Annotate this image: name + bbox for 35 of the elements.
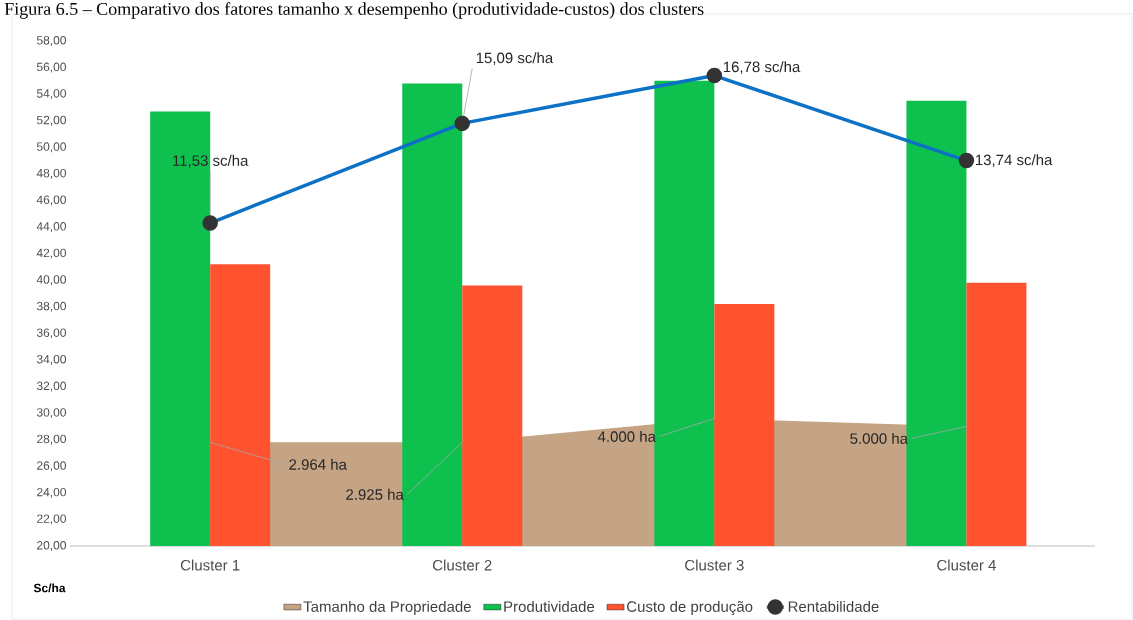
y-tick-label: 38,00 — [36, 301, 67, 312]
y-tick-label: 22,00 — [37, 514, 67, 525]
y-tick-label: 26,00 — [37, 461, 67, 472]
y-tick-label: 44,00 — [36, 222, 67, 232]
x-tick-label: Cluster 2 — [433, 559, 492, 571]
legend-label: Rentabilidade — [788, 600, 879, 612]
x-tick-label: Cluster 1 — [180, 559, 240, 571]
y-tick-label: 30,00 — [36, 408, 67, 419]
annotation: 2.964 ha — [289, 458, 347, 470]
annotation: 11,53 sc/ha — [173, 154, 249, 168]
y-tick-label: 36,00 — [36, 328, 67, 339]
y-tick-label: 32,00 — [36, 381, 67, 392]
y-tick-label: 40,00 — [36, 275, 67, 286]
x-tick-label: Cluster 3 — [685, 559, 744, 571]
y-tick-label: 28,00 — [37, 434, 67, 445]
y-tick-label: 24,00 — [37, 487, 67, 498]
y-tick-label: 20,00 — [37, 541, 67, 551]
annotation: 13,74 sc/ha — [975, 154, 1053, 167]
y-tick-label: 54,00 — [36, 89, 67, 100]
y-tick-label: 42,00 — [36, 248, 67, 259]
annotation: 15,09 sc/ha — [476, 52, 554, 65]
y-tick-label: 46,00 — [36, 195, 67, 206]
y-axis-title: Sc/ha — [33, 583, 66, 593]
y-tick-label: 56,00 — [36, 62, 67, 73]
y-tick-label: 52,00 — [36, 115, 67, 126]
legend-label: Custo de produção — [627, 600, 753, 615]
y-tick-label: 58,00 — [36, 36, 67, 46]
legend-label: Produtividade — [504, 600, 595, 612]
chart-title: Figura 6.5 – Comparativo dos fatores tamanho x desempenho (produtividade-custos) dos clusters — [4, 2, 704, 19]
y-tick-label: 48,00 — [36, 168, 67, 179]
annotation: 16,78 sc/ha — [723, 61, 801, 74]
y-tick-label: 34,00 — [36, 354, 67, 365]
legend-label: Tamanho da Propriedade — [303, 600, 471, 615]
x-tick-label: Cluster 4 — [937, 559, 996, 571]
y-tick-label: 50,00 — [36, 142, 67, 153]
